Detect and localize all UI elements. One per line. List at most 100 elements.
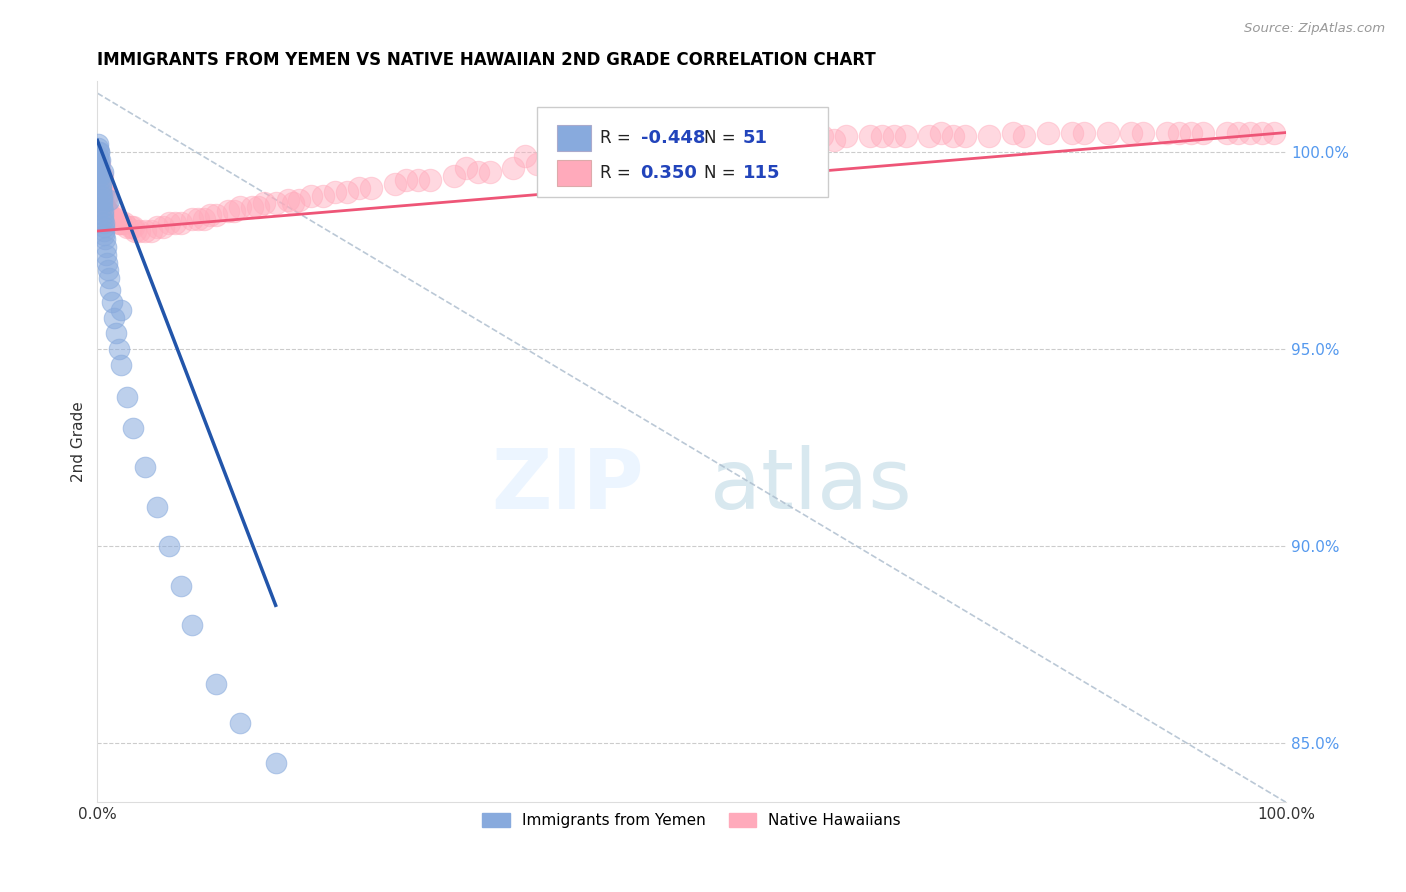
Point bbox=[942, 129, 965, 144]
Point bbox=[1156, 126, 1178, 140]
Point bbox=[100, 283, 122, 297]
Point bbox=[90, 185, 112, 199]
Point bbox=[1038, 126, 1060, 140]
Point bbox=[205, 208, 228, 222]
Point bbox=[1239, 126, 1261, 140]
Point bbox=[561, 153, 583, 168]
Point bbox=[146, 220, 169, 235]
Point bbox=[222, 204, 245, 219]
Point bbox=[87, 137, 110, 152]
Point bbox=[89, 153, 111, 168]
Point bbox=[598, 149, 620, 163]
Point bbox=[105, 212, 128, 227]
Point bbox=[87, 165, 110, 179]
Point bbox=[89, 173, 111, 187]
Point bbox=[97, 263, 120, 277]
Legend: Immigrants from Yemen, Native Hawaiians: Immigrants from Yemen, Native Hawaiians bbox=[477, 807, 907, 834]
Point bbox=[537, 157, 560, 171]
Point bbox=[187, 212, 209, 227]
Point bbox=[657, 141, 679, 155]
Point bbox=[799, 133, 821, 147]
Point bbox=[1191, 126, 1213, 140]
Point bbox=[134, 224, 156, 238]
Point bbox=[1227, 126, 1250, 140]
FancyBboxPatch shape bbox=[537, 106, 828, 197]
Point bbox=[181, 618, 204, 632]
Point bbox=[336, 185, 359, 199]
Point bbox=[157, 216, 180, 230]
Point bbox=[90, 188, 112, 202]
Point bbox=[120, 220, 142, 235]
Point bbox=[169, 216, 191, 230]
Point bbox=[347, 180, 370, 194]
Point bbox=[716, 137, 738, 152]
Point bbox=[87, 145, 110, 160]
Point bbox=[110, 216, 132, 230]
Point bbox=[288, 193, 311, 207]
Text: atlas: atlas bbox=[710, 444, 911, 525]
Point bbox=[87, 153, 110, 168]
Point bbox=[98, 271, 121, 285]
Text: ZIP: ZIP bbox=[492, 444, 644, 525]
Point bbox=[169, 578, 191, 592]
Point bbox=[90, 180, 112, 194]
Point bbox=[200, 208, 222, 222]
Point bbox=[1001, 126, 1024, 140]
Point bbox=[115, 390, 138, 404]
Point bbox=[103, 310, 125, 325]
Point bbox=[264, 196, 287, 211]
Point bbox=[217, 204, 239, 219]
Point bbox=[763, 133, 786, 147]
Point bbox=[406, 173, 429, 187]
Point bbox=[193, 212, 215, 227]
Point bbox=[253, 196, 276, 211]
Point bbox=[93, 180, 115, 194]
Point bbox=[229, 201, 252, 215]
Point bbox=[323, 185, 346, 199]
Text: R =: R = bbox=[600, 128, 636, 146]
Point bbox=[122, 421, 145, 435]
Point bbox=[93, 227, 115, 242]
Point bbox=[811, 129, 834, 144]
Point bbox=[574, 137, 596, 152]
Point bbox=[93, 220, 115, 235]
Point bbox=[89, 165, 111, 179]
Point bbox=[100, 208, 122, 222]
Bar bbox=[557, 125, 591, 151]
Point bbox=[93, 201, 115, 215]
Point bbox=[98, 193, 121, 207]
Point bbox=[704, 137, 727, 152]
Point bbox=[107, 343, 129, 357]
Point bbox=[105, 326, 128, 341]
Point bbox=[515, 149, 537, 163]
Point bbox=[229, 716, 252, 731]
Point bbox=[96, 188, 118, 202]
Point bbox=[104, 212, 127, 227]
Text: -0.448: -0.448 bbox=[641, 128, 704, 146]
Point bbox=[87, 145, 110, 160]
Text: R =: R = bbox=[600, 164, 636, 182]
Point bbox=[977, 129, 1000, 144]
Point bbox=[395, 173, 418, 187]
Point bbox=[953, 129, 976, 144]
Point bbox=[1014, 129, 1036, 144]
Point bbox=[89, 173, 111, 187]
Point bbox=[96, 204, 118, 219]
Point bbox=[152, 220, 174, 235]
Point bbox=[1180, 126, 1202, 140]
Point bbox=[146, 500, 169, 514]
Point bbox=[108, 216, 131, 230]
Point bbox=[91, 165, 114, 179]
Point bbox=[112, 216, 135, 230]
Point bbox=[94, 240, 117, 254]
Point bbox=[1251, 126, 1274, 140]
Point bbox=[894, 129, 917, 144]
Point bbox=[94, 232, 117, 246]
Point bbox=[100, 295, 122, 310]
Text: Source: ZipAtlas.com: Source: ZipAtlas.com bbox=[1244, 22, 1385, 36]
Point bbox=[277, 193, 299, 207]
Point bbox=[621, 145, 644, 160]
Point bbox=[90, 169, 112, 183]
Point bbox=[645, 141, 668, 155]
Point bbox=[128, 224, 150, 238]
